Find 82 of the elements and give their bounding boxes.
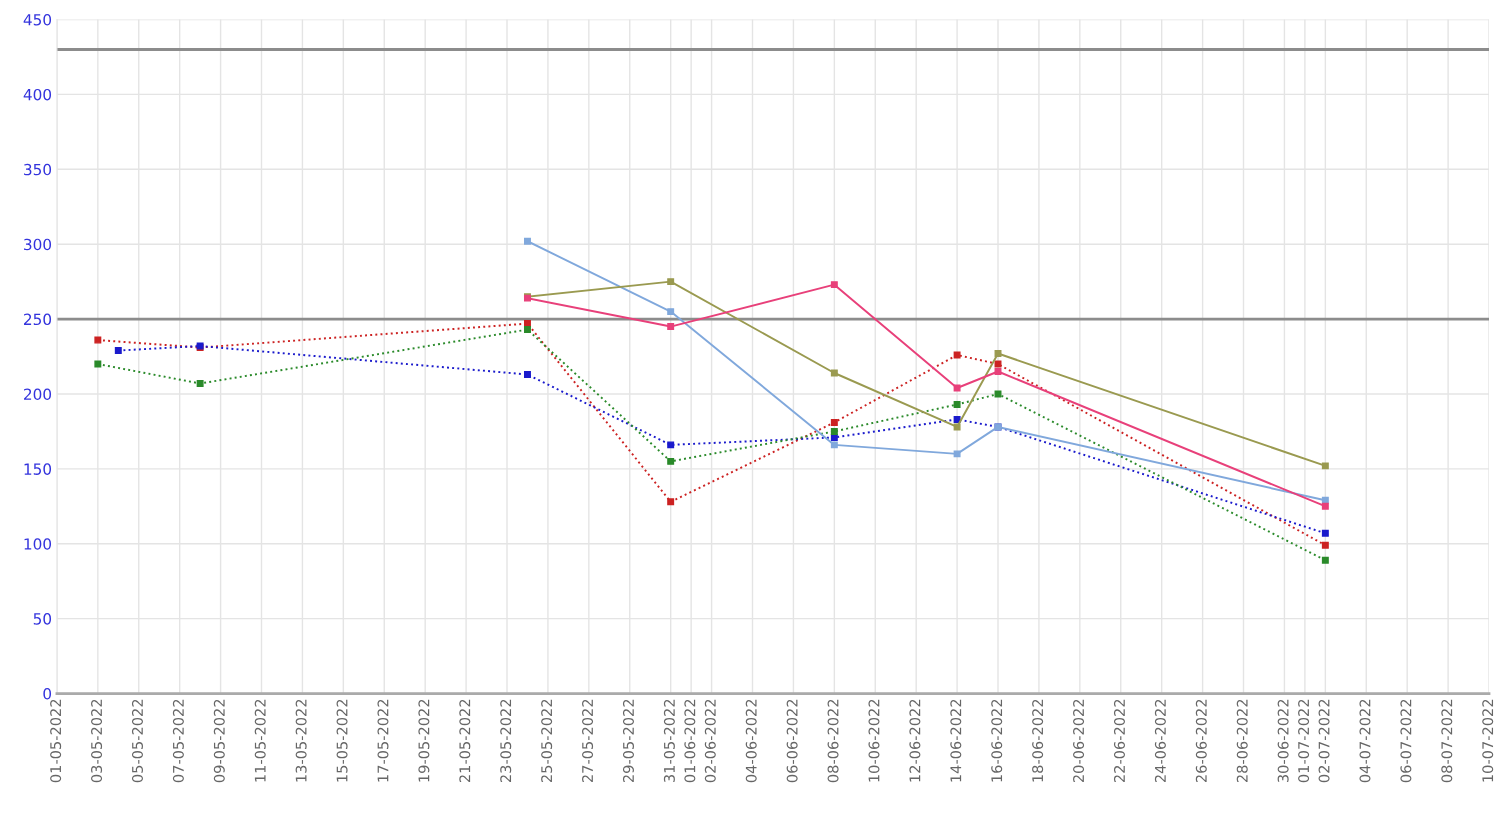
x-tick-label: 10-07-2022 (1482, 699, 1494, 782)
y-tick-label: 0 (43, 687, 52, 700)
point (830, 281, 838, 289)
point (1321, 502, 1329, 510)
x-tick-label: 16-06-2022 (991, 699, 1003, 782)
x-tick-label: 13-05-2022 (295, 699, 307, 782)
y-tick-label: 450 (23, 14, 52, 26)
point (994, 350, 1002, 358)
x-tick-label: 06-07-2022 (1400, 699, 1412, 783)
x-tick-label: 05-05-2022 (131, 699, 143, 783)
x-tick-label: 27-05-2022 (582, 699, 594, 783)
x-tick-label: 01-06-2022 (684, 699, 696, 783)
x-tick-label: 08-06-2022 (827, 699, 839, 783)
point (667, 278, 675, 286)
point (523, 320, 531, 328)
x-tick-label: 24-06-2022 (1154, 699, 1166, 783)
x-tick-label: 21-05-2022 (459, 699, 471, 783)
x-tick-label: 28-06-2022 (1236, 699, 1248, 783)
x-tick-label: 04-07-2022 (1359, 699, 1371, 783)
x-tick-label: 25-05-2022 (541, 699, 553, 783)
point (953, 423, 961, 431)
point (94, 360, 102, 368)
point (830, 433, 838, 441)
point (953, 400, 961, 408)
point (830, 418, 838, 426)
y-tick-label: 100 (24, 538, 52, 550)
y-tick-label: 50 (33, 613, 52, 625)
point (196, 380, 204, 387)
point (667, 308, 675, 316)
point (953, 450, 961, 458)
x-tick-label: 17-05-2022 (377, 699, 389, 782)
x-tick-label: 07-05-2022 (172, 699, 184, 783)
point (994, 368, 1002, 375)
x-tick-label: 23-05-2022 (500, 699, 512, 783)
x-tick-label: 11-05-2022 (254, 699, 266, 782)
point (953, 351, 961, 359)
point (953, 415, 961, 423)
x-tick-label: 31-05-2022 (663, 699, 675, 783)
point (523, 237, 531, 245)
y-tick-label: 250 (24, 313, 52, 326)
point (667, 498, 675, 506)
x-tick-label: 10-06-2022 (868, 699, 880, 782)
x-tick-label: 12-06-2022 (909, 699, 921, 782)
x-tick-label: 03-05-2022 (91, 699, 103, 783)
y-tick-label: 300 (24, 238, 52, 251)
point (1321, 529, 1329, 537)
point (830, 427, 838, 435)
point (114, 347, 122, 355)
x-tick-label: 22-06-2022 (1113, 699, 1125, 783)
x-tick-label: 20-06-2022 (1073, 699, 1085, 783)
point (523, 326, 531, 334)
x-tick-label: 14-06-2022 (950, 699, 962, 782)
y-tick-label: 400 (23, 88, 52, 101)
point (1321, 541, 1329, 549)
point (1321, 496, 1329, 504)
point (94, 336, 102, 344)
point (667, 441, 675, 449)
y-tick-label: 350 (24, 163, 52, 176)
point (953, 384, 961, 392)
x-tick-label: 08-07-2022 (1441, 699, 1453, 783)
x-tick-label: 30-06-2022 (1277, 699, 1289, 783)
x-tick-label: 26-06-2022 (1195, 699, 1207, 783)
x-tick-label: 06-06-2022 (786, 699, 798, 783)
x-tick-label: 19-05-2022 (418, 699, 430, 782)
x-tick-label: 01-07-2022 (1298, 699, 1310, 783)
x-tick-label: 15-05-2022 (336, 699, 348, 782)
x-tick-label: 02-07-2022 (1318, 699, 1330, 783)
x-tick-label: 02-06-2022 (704, 699, 716, 783)
point (830, 441, 838, 449)
point (1321, 462, 1329, 470)
x-tick-label: 01-05-2022 (50, 699, 62, 783)
point (667, 323, 675, 331)
point (1321, 556, 1329, 564)
point (830, 369, 838, 377)
x-tick-label: 29-05-2022 (622, 699, 634, 783)
y-tick-label: 150 (24, 463, 52, 475)
x-tick-label: 18-06-2022 (1032, 699, 1044, 782)
point (523, 371, 531, 378)
x-tick-label: 04-06-2022 (745, 699, 757, 783)
y-tick-label: 200 (24, 388, 52, 400)
x-tick-label: 09-05-2022 (213, 699, 225, 783)
point (667, 457, 675, 465)
